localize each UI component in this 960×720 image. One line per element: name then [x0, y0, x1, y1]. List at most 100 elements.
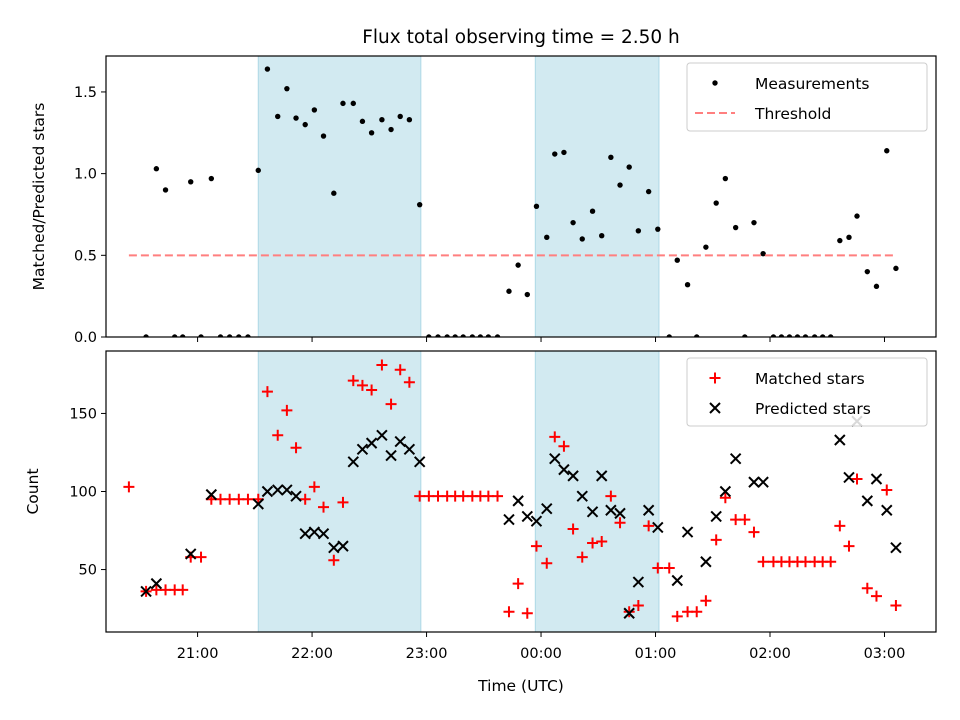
- measurement-point: [359, 118, 366, 125]
- matched-star-point: [719, 492, 731, 504]
- matched-star-point: [195, 551, 207, 563]
- matched-star-point: [851, 473, 863, 485]
- y-tick-label: 0.0: [74, 330, 97, 346]
- predicted-star-point: [261, 485, 274, 498]
- observing-window-span: [534, 350, 660, 633]
- measurement-point: [760, 250, 766, 257]
- predicted-star-point: [748, 476, 760, 488]
- measurement-point: [854, 213, 860, 219]
- predicted-star-point: [729, 453, 742, 465]
- measurement-point: [713, 200, 719, 206]
- measurement-point: [561, 149, 567, 156]
- measurement-point: [171, 334, 178, 337]
- predicted-star-point: [403, 443, 416, 456]
- predicted-star-point: [671, 574, 683, 587]
- legend-marker: [712, 80, 718, 86]
- matched-star-point: [394, 364, 406, 376]
- measurement-point: [524, 291, 530, 298]
- predicted-star-point: [881, 504, 893, 516]
- matched-star-point: [337, 496, 349, 508]
- measurement-point: [722, 175, 729, 182]
- matched-star-point: [710, 534, 722, 546]
- y-axis-label: Matched/Predicted stars: [30, 103, 48, 291]
- matched-star-point: [663, 562, 675, 574]
- measurement-point: [579, 236, 585, 242]
- plot-area: [123, 359, 902, 622]
- measurement-point: [655, 226, 661, 232]
- measurement-point: [284, 85, 290, 92]
- measurement-point: [751, 219, 757, 226]
- y-tick-label: 0.5: [74, 248, 97, 264]
- measurement-point: [570, 219, 576, 226]
- predicted-star-point: [576, 490, 588, 502]
- chart-title: Flux total observing time = 2.50 h: [362, 27, 680, 48]
- x-tick-label: 03:00: [864, 646, 906, 662]
- y-tick-label: 100: [69, 485, 97, 501]
- predicted-star-point: [632, 576, 645, 588]
- measurement-point: [198, 334, 204, 337]
- matched-star-point: [623, 606, 635, 618]
- measurement-point: [778, 334, 785, 337]
- predicted-star-point: [185, 548, 197, 560]
- predicted-star-point: [385, 449, 397, 462]
- legend-box: [686, 62, 928, 132]
- measurement-point: [435, 334, 441, 337]
- predicted-star-point: [623, 607, 635, 619]
- matched-star-point: [290, 442, 302, 454]
- predicted-star-point: [757, 476, 769, 488]
- plot-area: [128, 66, 899, 337]
- matched-star-point: [521, 607, 533, 619]
- matched-star-point: [549, 431, 561, 443]
- matched-star-point: [576, 551, 588, 563]
- matched-star-point: [890, 599, 902, 611]
- measurement-point: [884, 148, 890, 154]
- predicted-star-point: [281, 484, 293, 496]
- panels: 0.0 0.5 1.0 1.5 Matched/Predicted stars Measu…: [24, 55, 937, 662]
- matched-star-point: [299, 493, 311, 505]
- plot-frame: [105, 55, 937, 338]
- matched-star-point: [587, 537, 599, 549]
- predicted-star-point: [681, 526, 694, 538]
- matched-star-point: [643, 520, 655, 532]
- measurement-point: [864, 268, 871, 275]
- y-tick-label: 50: [79, 563, 97, 579]
- predicted-star-point: [700, 556, 712, 568]
- matched-star-point: [177, 584, 189, 596]
- measurement-point: [153, 166, 160, 172]
- x-tick-label: 00:00: [520, 646, 562, 662]
- predicted-star-point: [413, 456, 426, 468]
- measurement-point: [802, 334, 809, 337]
- matched-star-point: [328, 554, 340, 566]
- predicted-star-point: [205, 488, 218, 501]
- predicted-star-point: [394, 435, 406, 448]
- legend-label: Predicted stars: [755, 400, 871, 418]
- legend-label: Matched stars: [755, 370, 865, 388]
- legend-label: Measurements: [755, 75, 870, 93]
- measurement-point: [226, 334, 233, 337]
- matched-star-point: [403, 376, 415, 388]
- measurement-point: [515, 262, 521, 268]
- measurement-point: [533, 203, 540, 210]
- measurement-point: [180, 334, 186, 337]
- predicted-star-point: [642, 504, 655, 516]
- measurement-point: [635, 228, 642, 234]
- measurement-point: [444, 334, 450, 337]
- measurement-point: [236, 334, 242, 337]
- observing-window-span: [534, 55, 660, 338]
- measurement-point: [397, 113, 403, 120]
- measurement-point: [460, 334, 466, 337]
- predicted-star-point: [843, 471, 855, 484]
- matched-star-point: [558, 440, 570, 452]
- measurement-point: [506, 288, 512, 294]
- x-axis-label: Time (UTC): [477, 677, 564, 695]
- measurement-point: [320, 133, 327, 139]
- matched-star-point: [261, 386, 273, 398]
- measurement-point: [217, 334, 224, 337]
- predicted-star-point: [252, 498, 264, 510]
- legend: Measurements Threshold: [686, 62, 928, 132]
- measurement-point: [770, 334, 777, 337]
- measurement-point: [599, 233, 605, 239]
- matched-star-point: [605, 490, 617, 502]
- measurement-point: [264, 66, 271, 72]
